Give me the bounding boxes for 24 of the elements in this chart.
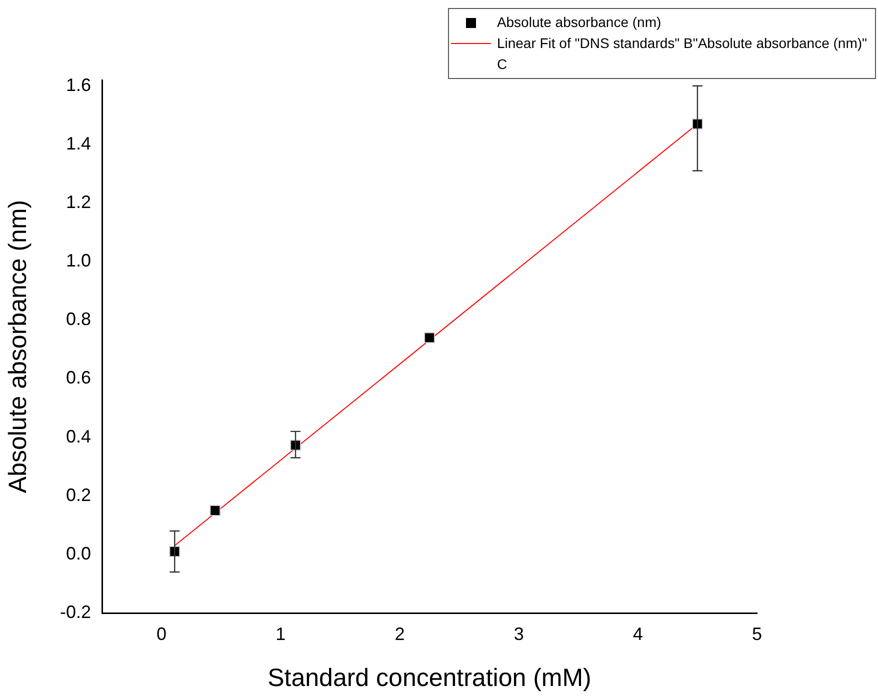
x-tick-label: 0 [156,624,167,644]
y-tick-label: 1.0 [66,250,91,271]
legend-label: Linear Fit of "DNS standards" B"Absolute absorbance (nm)" [496,34,867,53]
y-tick-label: 1.2 [66,192,91,212]
y-tick-label: 1.4 [66,133,91,154]
x-tick-label: 1 [276,624,286,644]
x-tick-label: 4 [632,624,643,644]
x-axis-title: Standard concentration (mM) [268,664,592,692]
x-tick-label: 2 [394,624,405,644]
x-tick-label: 3 [514,624,524,644]
legend-label: Absolute absorbance (nm) [496,13,662,32]
text: C [496,55,508,74]
point [692,118,703,130]
point [424,332,435,344]
x-tick-label: 5 [752,624,762,644]
y-tick-label: 0.2 [66,484,91,505]
y-axis-title: Absolute absorbance (nm) [4,200,32,494]
y-tick-label: 0.0 [66,543,91,564]
y-tick-label: 0.6 [66,368,91,388]
y-tick-label: 0.8 [66,309,91,330]
y-tick-label: 1.6 [66,74,91,95]
point [210,505,221,516]
y-tick-label: 0.4 [66,426,91,446]
y-tick-label: -0.2 [60,602,91,622]
